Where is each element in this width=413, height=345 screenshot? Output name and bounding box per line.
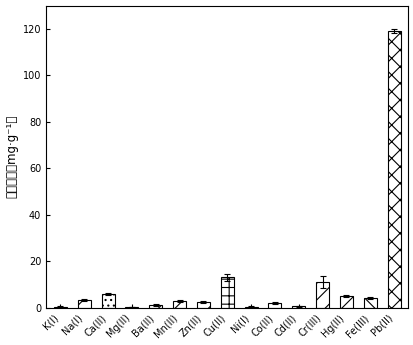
Bar — [339, 296, 352, 308]
Bar — [149, 305, 162, 308]
Bar — [173, 301, 186, 308]
Bar — [387, 31, 400, 308]
Bar — [101, 294, 114, 308]
Bar — [54, 307, 67, 308]
Bar — [220, 277, 233, 308]
Bar — [78, 300, 90, 308]
Bar — [268, 303, 281, 308]
Bar — [292, 306, 305, 308]
Bar — [363, 298, 376, 308]
Bar — [197, 302, 209, 308]
Bar — [315, 282, 328, 308]
Bar — [244, 307, 257, 308]
Bar — [125, 307, 138, 308]
Y-axis label: 吸附容量（mg·g⁻¹）: 吸附容量（mg·g⁻¹） — [5, 115, 19, 198]
